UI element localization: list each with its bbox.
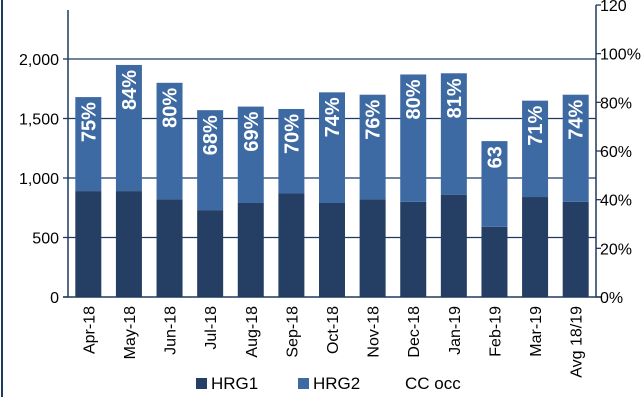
x-tick-label-mar-19: Mar-19 xyxy=(528,306,545,357)
bar-hrg2-may-18 xyxy=(115,64,142,192)
y-right-tick-label: 40% xyxy=(600,193,632,210)
x-tick-label-nov-18: Nov-18 xyxy=(366,306,383,358)
bar-label-avg-18-19: 74% xyxy=(566,99,588,139)
bar-hrg2-jan-19 xyxy=(440,73,467,195)
bar-label-feb-19: 63 xyxy=(484,146,506,168)
bar-hrg2-apr-18 xyxy=(75,97,102,192)
legend-label-hrg2: HRG2 xyxy=(313,374,360,393)
legend-swatch-hrg1 xyxy=(196,378,207,389)
x-tick-label-sep-18: Sep-18 xyxy=(284,306,301,358)
y-right-tick-label: 60% xyxy=(600,144,632,161)
x-tick-label-jan-19: Jan-19 xyxy=(447,306,464,355)
bar-hrg2-oct-18 xyxy=(319,92,345,203)
y-left-tick-label: 1,500 xyxy=(19,112,59,129)
y-right-tick-label: 0% xyxy=(600,290,623,307)
bar-label-jun-18: 80% xyxy=(160,88,182,128)
bar-hrg2-aug-18 xyxy=(237,106,264,203)
y-right-tick-label: 100% xyxy=(600,47,641,64)
bar-hrg1-oct-18 xyxy=(319,202,345,297)
bar-hrg1-avg-18-19 xyxy=(562,201,589,297)
bar-label-mar-19: 71% xyxy=(525,105,547,145)
bar-label-jan-19: 81% xyxy=(444,78,466,118)
bar-hrg1-aug-18 xyxy=(237,202,264,297)
bar-hrg1-feb-19 xyxy=(481,226,508,297)
bar-label-oct-18: 74% xyxy=(322,97,344,137)
y-right-tick-label: 120 xyxy=(600,0,627,15)
bar-label-may-18: 84% xyxy=(119,70,141,110)
y-left-tick-label: 1,000 xyxy=(19,171,59,188)
bar-label-aug-18: 69% xyxy=(241,111,263,151)
bar-hrg1-jul-18 xyxy=(197,210,224,297)
x-tick-label-apr-18: Apr-18 xyxy=(81,306,98,354)
legend-label-hrg1: HRG1 xyxy=(211,374,258,393)
y-left-tick-label: 500 xyxy=(32,231,59,248)
legend-label-cc-occ: CC occ xyxy=(405,374,461,393)
frame-left-border xyxy=(1,0,3,397)
y-left-tick-label: 0 xyxy=(50,290,59,307)
bar-hrg1-mar-19 xyxy=(522,197,549,297)
bar-hrg1-jan-19 xyxy=(440,194,467,297)
bar-hrg1-nov-18 xyxy=(359,199,386,297)
bar-hrg2-jul-18 xyxy=(197,110,224,211)
bar-hrg1-apr-18 xyxy=(75,191,102,297)
x-tick-label-aug-18: Aug-18 xyxy=(244,306,261,358)
y-right-tick-label: 80% xyxy=(600,95,632,112)
x-tick-label-dec-18: Dec-18 xyxy=(406,306,423,358)
x-tick-label-avg-18-19: Avg 18/19 xyxy=(569,306,586,378)
bar-hrg1-dec-18 xyxy=(400,201,427,297)
bar-hrg1-may-18 xyxy=(115,191,142,297)
y-right-tick-label: 20% xyxy=(600,241,632,258)
bar-hrg2-mar-19 xyxy=(522,100,549,198)
bar-hrg2-nov-18 xyxy=(359,94,386,200)
bar-hrg2-jun-18 xyxy=(156,82,183,200)
bar-hrg2-sep-18 xyxy=(278,108,305,194)
x-tick-label-feb-19: Feb-19 xyxy=(487,306,504,357)
x-tick-label-oct-18: Oct-18 xyxy=(325,306,342,354)
bar-hrg2-avg-18-19 xyxy=(562,94,589,202)
bar-label-apr-18: 75% xyxy=(78,102,100,142)
bar-hrg2-feb-19 xyxy=(481,141,508,227)
bar-label-dec-18: 80% xyxy=(403,79,425,119)
x-tick-label-jul-18: Jul-18 xyxy=(203,306,220,350)
bar-label-jul-18: 68% xyxy=(200,115,222,155)
x-tick-label-may-18: May-18 xyxy=(122,306,139,359)
bar-hrg2-dec-18 xyxy=(400,74,427,202)
bar-hrg1-jun-18 xyxy=(156,199,183,297)
y-left-tick-label: 2,000 xyxy=(19,52,59,69)
x-tick-label-jun-18: Jun-18 xyxy=(163,306,180,355)
bar-label-nov-18: 76% xyxy=(363,99,385,139)
legend-swatch-hrg2 xyxy=(298,378,309,389)
bar-hrg1-sep-18 xyxy=(278,193,305,297)
bar-label-sep-18: 70% xyxy=(281,114,303,154)
